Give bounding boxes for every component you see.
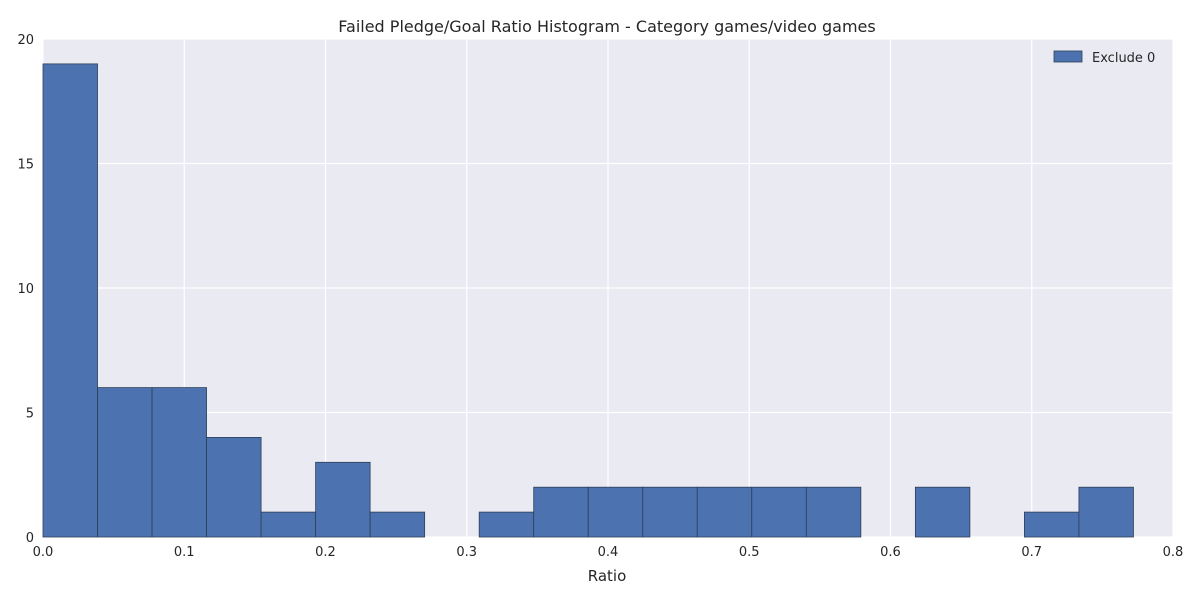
histogram-bar [478, 511, 535, 538]
x-tick-label: 0.5 [739, 545, 760, 560]
x-tick-label: 0.6 [880, 545, 901, 560]
x-tick-labels: 0.0 0.1 0.2 0.3 0.4 0.5 0.6 0.7 0.8 [33, 545, 1184, 560]
histogram-bar [642, 486, 698, 538]
x-tick-label: 0.1 [174, 545, 195, 560]
bars [42, 63, 1134, 538]
y-tick-label: 5 [26, 407, 34, 422]
histogram-bar [369, 511, 426, 538]
histogram-bar [696, 486, 753, 538]
histogram-bar [914, 486, 971, 538]
x-tick-label: 0.8 [1163, 545, 1184, 560]
histogram-bar [587, 486, 644, 538]
y-tick-labels: 0 5 10 15 20 [17, 33, 34, 546]
legend: Exclude 0 [1053, 50, 1155, 66]
histogram-bar [1024, 511, 1080, 538]
chart-title: Failed Pledge/Goal Ratio Histogram - Cat… [338, 17, 875, 36]
histogram-bar [97, 387, 153, 538]
histogram-bar [42, 63, 98, 538]
legend-swatch [1053, 50, 1083, 63]
y-tick-label: 10 [17, 282, 34, 297]
histogram-bar [751, 486, 807, 538]
histogram-bar [260, 511, 317, 538]
y-tick-label: 20 [17, 33, 34, 48]
x-tick-label: 0.2 [315, 545, 336, 560]
y-tick-label: 15 [17, 158, 34, 173]
histogram-bar [805, 486, 862, 538]
histogram-bar [315, 461, 371, 538]
histogram-bar [1078, 486, 1134, 538]
x-tick-label: 0.4 [598, 545, 619, 560]
x-tick-label: 0.3 [456, 545, 477, 560]
y-tick-label: 0 [26, 531, 34, 546]
x-tick-label: 0.0 [33, 545, 54, 560]
histogram-bar [151, 387, 207, 538]
histogram-bar [533, 486, 589, 538]
histogram-bar [206, 436, 262, 538]
x-axis-label: Ratio [588, 567, 627, 585]
legend-label: Exclude 0 [1092, 51, 1155, 66]
x-tick-label: 0.7 [1021, 545, 1042, 560]
